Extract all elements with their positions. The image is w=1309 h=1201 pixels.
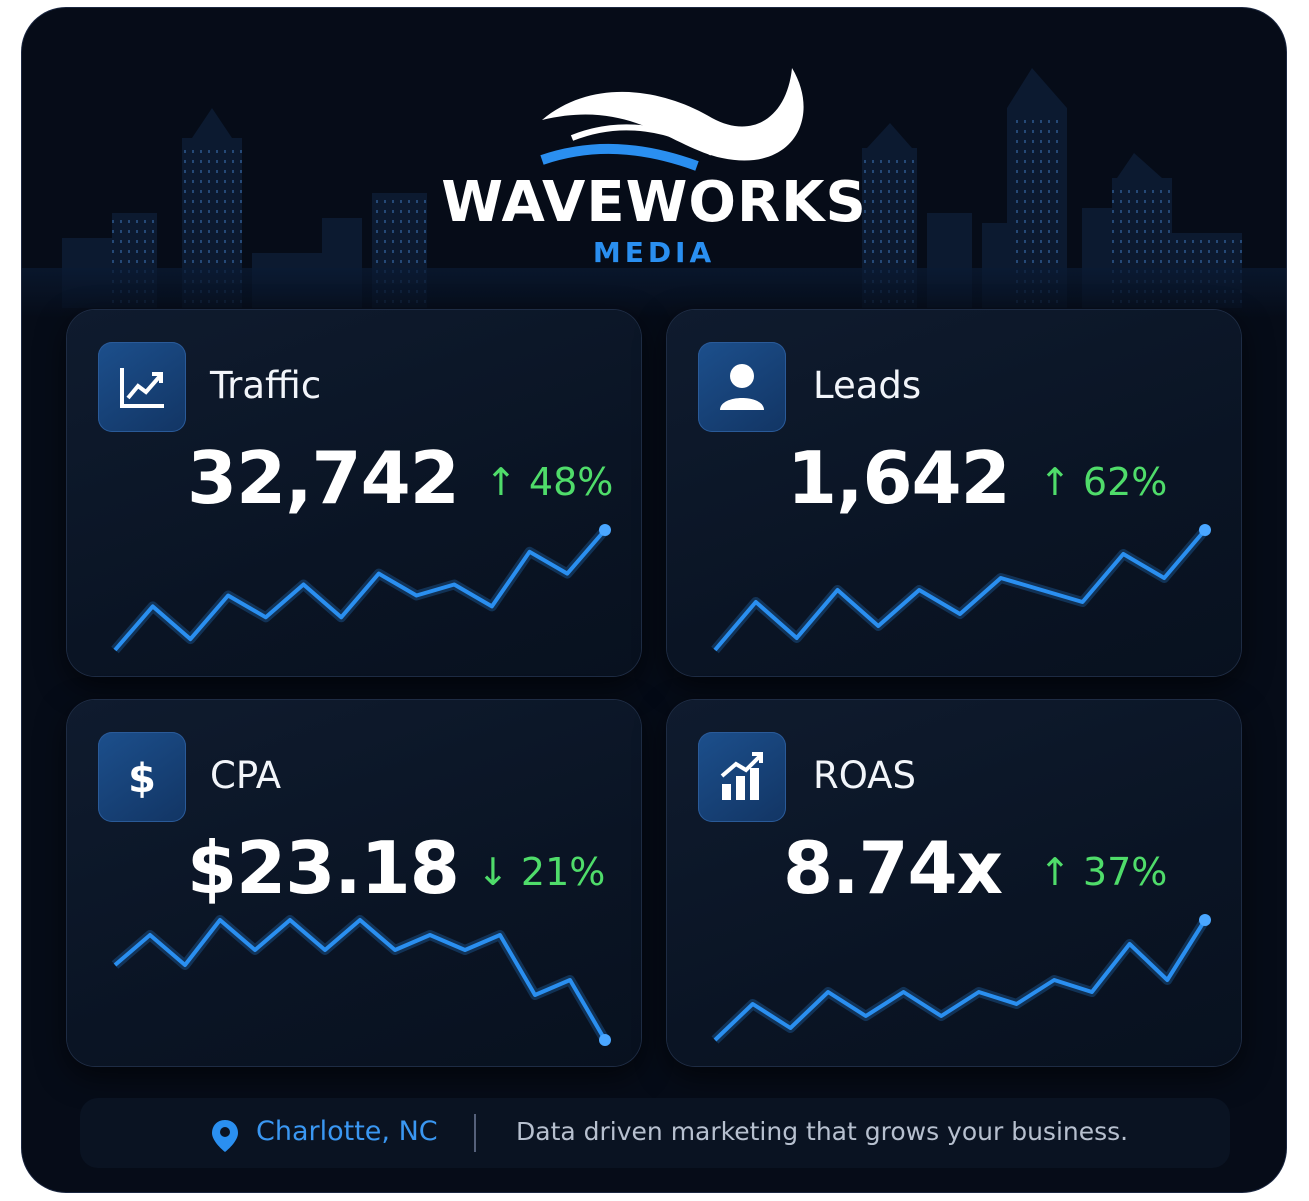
svg-text:$: $ xyxy=(128,756,156,802)
metric-card-cpa: $ CPA $23.18 ↓ 21% xyxy=(67,700,641,1066)
metric-delta: ↑ 62% xyxy=(1039,460,1168,504)
sparkline-end-point xyxy=(599,524,611,536)
brand-logo: WAVEWORKS MEDIA xyxy=(22,8,1286,308)
dollar-icon: $ xyxy=(98,732,186,822)
metric-card-traffic: Traffic 32,742 ↑ 48% xyxy=(67,310,641,676)
sparkline-glow xyxy=(111,915,610,1043)
sparkline-line xyxy=(113,918,607,1042)
metric-delta: ↑ 48% xyxy=(485,460,614,504)
metric-label: Traffic xyxy=(210,364,322,407)
metric-label: ROAS xyxy=(813,754,916,797)
metric-value: 1,642 xyxy=(787,436,1011,520)
metric-delta: ↑ 37% xyxy=(1039,850,1168,894)
metric-value: 32,742 xyxy=(187,436,460,520)
metric-label: Leads xyxy=(813,364,922,407)
sparkline-line xyxy=(713,528,1207,652)
trend-chart-icon xyxy=(98,342,186,432)
bar-growth-icon xyxy=(698,732,786,822)
brand-title: WAVEWORKS xyxy=(441,170,867,235)
brand-subtitle: MEDIA xyxy=(592,236,716,269)
sparkline-end-point xyxy=(599,1034,611,1046)
sparkline-end-point xyxy=(1199,914,1211,926)
sparkline-glow xyxy=(111,526,609,654)
sparkline-glow xyxy=(711,917,1210,1044)
metric-card-leads: Leads 1,642 ↑ 62% xyxy=(667,310,1241,676)
dashboard-card: WAVEWORKS MEDIA Traffic 32,742 ↑ 48% Lea… xyxy=(22,8,1286,1192)
location-text: Charlotte, NC xyxy=(256,1116,438,1147)
user-icon xyxy=(698,342,786,432)
cpa-sparkline xyxy=(111,915,611,1046)
metric-delta: ↓ 21% xyxy=(477,850,606,894)
roas-sparkline xyxy=(711,914,1211,1044)
wave-logo-icon xyxy=(540,68,804,171)
metric-card-roas: ROAS 8.74x ↑ 37% xyxy=(667,700,1241,1066)
location-pin-icon xyxy=(212,1120,238,1152)
footer-bar: Charlotte, NC Data driven marketing that… xyxy=(80,1098,1230,1168)
leads-sparkline xyxy=(711,524,1211,654)
sparkline-line xyxy=(713,918,1207,1042)
metric-value: 8.74x xyxy=(783,826,1003,910)
footer-divider xyxy=(474,1114,476,1152)
traffic-sparkline xyxy=(111,524,611,654)
tagline-text: Data driven marketing that grows your bu… xyxy=(516,1117,1129,1146)
metric-value: $23.18 xyxy=(187,826,460,910)
sparkline-line xyxy=(113,528,607,652)
city-skyline-graphic xyxy=(22,68,1286,318)
sparkline-end-point xyxy=(1199,524,1211,536)
metric-label: CPA xyxy=(210,754,282,797)
